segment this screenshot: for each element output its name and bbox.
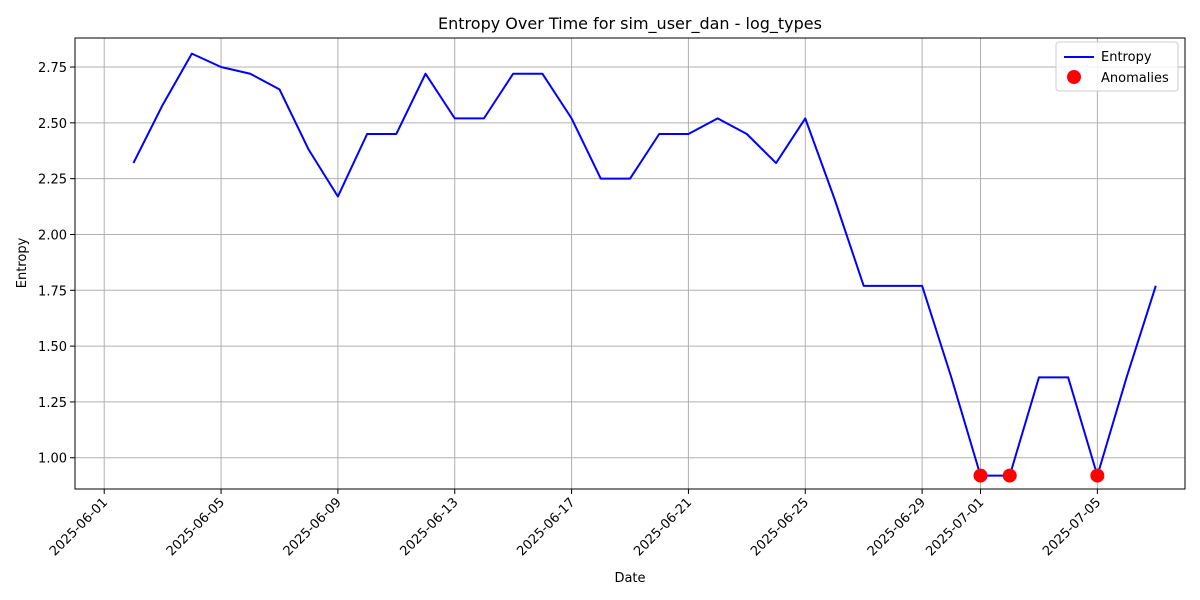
legend-anomalies-marker xyxy=(1067,70,1081,84)
y-tick-label: 1.00 xyxy=(38,452,67,467)
y-tick-label: 1.75 xyxy=(38,284,67,299)
x-axis-label: Date xyxy=(614,571,645,586)
y-tick-label: 1.50 xyxy=(38,340,67,355)
y-tick-label: 2.25 xyxy=(38,173,67,188)
anomaly-point xyxy=(973,468,988,483)
y-tick-label: 2.00 xyxy=(38,228,67,243)
legend: Entropy Anomalies xyxy=(1055,41,1179,92)
grid xyxy=(75,38,1185,489)
y-tick-label: 1.25 xyxy=(38,396,67,411)
y-axis-label: Entropy xyxy=(15,237,30,288)
y-tick-label: 2.50 xyxy=(38,117,67,132)
legend-entropy-label: Entropy xyxy=(1101,50,1152,65)
anomaly-point xyxy=(1090,468,1105,483)
plot-frame xyxy=(74,37,1186,490)
y-tick-label: 2.75 xyxy=(38,61,67,76)
anomaly-point xyxy=(1002,468,1017,483)
series-layer xyxy=(132,52,1157,483)
legend-box xyxy=(1055,41,1179,92)
chart-title: Entropy Over Time for sim_user_dan - log… xyxy=(438,14,822,34)
legend-anomalies-label: Anomalies xyxy=(1101,71,1169,86)
